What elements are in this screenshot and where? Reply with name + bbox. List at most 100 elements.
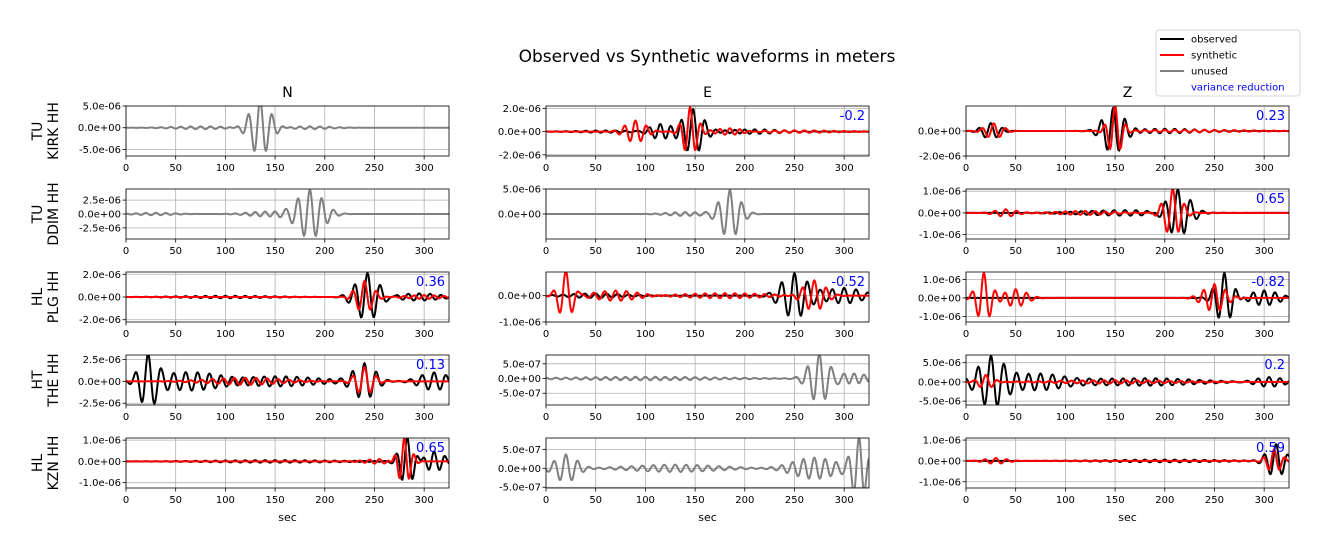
- x-tick-label: 100: [1056, 246, 1075, 257]
- y-tick-label: -5.0e-06: [919, 397, 961, 408]
- x-tick-label: 150: [686, 329, 705, 340]
- synthetic-trace: [546, 272, 869, 314]
- x-tick-label: 0: [963, 246, 969, 257]
- x-tick-label: 150: [1106, 495, 1125, 506]
- station-code: KZN HH: [46, 436, 62, 491]
- x-tick-label: 100: [216, 495, 235, 506]
- waveform-panel-r2-c0: 0 50 100 150 200 250 300 -2.0e-06 0.0e+00 2.0e-06…: [78, 270, 450, 340]
- x-tick-label: 150: [686, 163, 705, 174]
- y-tick-label: 0.0e+00: [918, 293, 961, 304]
- y-tick-label: 5.0e-06: [923, 358, 961, 369]
- x-tick-label: 100: [636, 246, 655, 257]
- y-tick-label: 0.0e+00: [78, 377, 121, 388]
- x-tick-label: 250: [365, 246, 384, 257]
- panel-frame: [545, 437, 870, 489]
- x-tick-label: 100: [216, 163, 235, 174]
- panel-frame: [125, 437, 450, 489]
- y-tick-label: 1.0e-06: [923, 187, 961, 198]
- x-tick-label: 150: [686, 246, 705, 257]
- x-tick-label: 250: [785, 495, 804, 506]
- column-title-z: Z: [1123, 85, 1133, 101]
- x-tick-label: 200: [735, 329, 754, 340]
- x-tick-label: 300: [1255, 246, 1274, 257]
- unused-trace: [126, 106, 449, 152]
- waveform-panel-r4-c2: 0 50 100 150 200 250 300 -1.0e-06 0.0e+00 1.0e-06…: [918, 436, 1290, 524]
- x-tick-label: 50: [169, 412, 182, 423]
- x-tick-label: 200: [1155, 163, 1174, 174]
- y-tick-label: -1.0e-06: [919, 312, 961, 323]
- y-tick-label: -1.0e-06: [919, 477, 961, 488]
- x-tick-label: 200: [735, 163, 754, 174]
- y-tick-label: 0.0e+00: [78, 210, 121, 221]
- y-tick-label: 1.0e-06: [923, 275, 961, 286]
- x-tick-label: 50: [589, 163, 602, 174]
- x-tick-label: 0: [123, 163, 129, 174]
- x-tick-label: 150: [266, 329, 285, 340]
- x-tick-label: 100: [1056, 329, 1075, 340]
- x-tick-label: 100: [636, 163, 655, 174]
- variance-reduction-value: 0.13: [416, 358, 445, 373]
- x-tick-label: 50: [1009, 495, 1022, 506]
- x-tick-label: 300: [835, 163, 854, 174]
- x-tick-label: 50: [1009, 163, 1022, 174]
- waveform-panel-r1-c2: 0 50 100 150 200 250 300 -1.0e-06 0.0e+00 1.0e-06…: [918, 187, 1290, 257]
- y-tick-label: 0.0e+00: [78, 123, 121, 134]
- x-tick-label: 200: [1155, 329, 1174, 340]
- panel-frame: [965, 188, 1290, 240]
- x-tick-label: 300: [1255, 163, 1274, 174]
- unused-trace: [546, 189, 869, 236]
- x-tick-label: 0: [123, 246, 129, 257]
- x-tick-label: 300: [415, 246, 434, 257]
- x-tick-label: 50: [1009, 412, 1022, 423]
- x-tick-label: 100: [636, 329, 655, 340]
- waveform-panel-r2-c1: 0 50 100 150 200 250 300 -1.0e-06 0.0e+00 -0.52: [498, 271, 870, 340]
- variance-reduction-value: 0.36: [416, 275, 445, 290]
- x-tick-label: 150: [266, 246, 285, 257]
- waveform-panel-r2-c2: 0 50 100 150 200 250 300 -1.0e-06 0.0e+00 1.0e-06…: [918, 271, 1290, 340]
- x-tick-label: 200: [735, 412, 754, 423]
- x-tick-label: 100: [636, 412, 655, 423]
- x-tick-label: 250: [785, 329, 804, 340]
- x-tick-label: 150: [1106, 412, 1125, 423]
- observed-trace: [126, 355, 449, 405]
- x-tick-label: 300: [835, 329, 854, 340]
- unused-trace: [546, 355, 869, 401]
- x-tick-label: 200: [315, 329, 334, 340]
- y-tick-label: -2.5e-06: [79, 399, 121, 410]
- station-code: DDIM HH: [46, 182, 62, 245]
- x-tick-label: 300: [835, 246, 854, 257]
- x-tick-label: 150: [266, 412, 285, 423]
- y-tick-label: 0.0e+00: [918, 208, 961, 219]
- x-axis-label: sec: [1118, 511, 1137, 524]
- y-tick-label: -2.0e-06: [919, 152, 961, 163]
- station-code: KIRK HH: [46, 102, 62, 160]
- x-tick-label: 250: [365, 412, 384, 423]
- waveform-panel-r4-c0: 0 50 100 150 200 250 300 -1.0e-06 0.0e+00 1.0e-06…: [78, 436, 450, 524]
- x-tick-label: 50: [169, 495, 182, 506]
- station-code: THE HH: [46, 353, 62, 407]
- station-label-4: HL KZN HH: [30, 436, 62, 491]
- station-label-1: TU DDIM HH: [30, 182, 62, 245]
- figure-title: Observed vs Synthetic waveforms in meter…: [519, 47, 896, 67]
- x-tick-label: 0: [543, 246, 549, 257]
- x-tick-label: 150: [1106, 246, 1125, 257]
- x-tick-label: 100: [1056, 163, 1075, 174]
- x-tick-label: 300: [415, 329, 434, 340]
- network-code: HL: [30, 288, 46, 307]
- y-tick-label: -1.0e-06: [499, 318, 541, 329]
- observed-trace: [546, 107, 869, 152]
- x-tick-label: 250: [1205, 246, 1224, 257]
- y-tick-label: -1.0e-06: [919, 230, 961, 241]
- synthetic-trace: [546, 106, 869, 152]
- x-tick-label: 50: [1009, 246, 1022, 257]
- x-tick-label: 0: [543, 495, 549, 506]
- synthetic-trace: [126, 365, 449, 394]
- y-tick-label: 0.0e+00: [918, 127, 961, 138]
- x-tick-label: 100: [216, 246, 235, 257]
- x-tick-label: 150: [266, 495, 285, 506]
- x-tick-label: 250: [1205, 329, 1224, 340]
- panel-frame: [965, 271, 1290, 323]
- y-tick-label: 2.0e-06: [503, 104, 541, 115]
